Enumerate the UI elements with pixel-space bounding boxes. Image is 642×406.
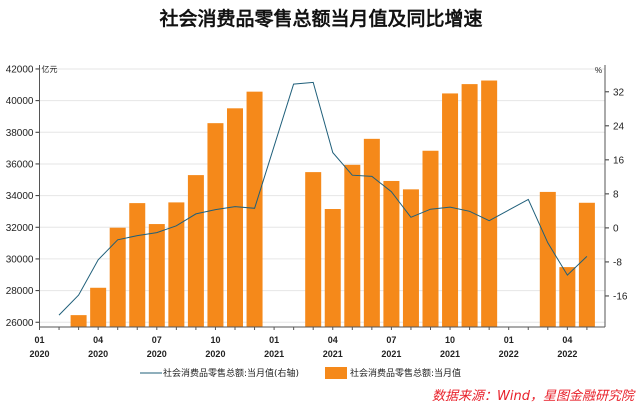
x-tick-label-year: 2021: [440, 349, 460, 359]
bar-2020-08: [168, 202, 185, 327]
x-tick-label-year: 2021: [264, 349, 284, 359]
data-source: 数据来源：Wind，星图金融研究院: [432, 389, 634, 404]
y-right-unit: %: [595, 66, 602, 75]
y-left-tick-label: 38000: [6, 128, 34, 139]
y-left-tick-label: 40000: [6, 96, 34, 107]
bar-2020-05: [109, 227, 126, 327]
growth-line: [58, 81, 588, 316]
legend-line-label: 社会消费品零售总额:当月值(右轴): [163, 367, 299, 379]
bar-2021-10: [442, 93, 459, 327]
bar-2020-12: [246, 91, 263, 328]
x-tick-label-month: 01: [269, 335, 279, 345]
bar-2021-07: [383, 180, 400, 327]
y-right-tick-label: 16: [613, 155, 625, 166]
bar-2020-03: [70, 315, 87, 327]
bar-2022-04: [559, 267, 576, 327]
x-tick-label-month: 01: [504, 335, 514, 345]
bar-2020-06: [129, 203, 146, 327]
bar-2021-06: [363, 138, 380, 327]
bar-2022-05: [578, 202, 595, 327]
y-left-tick-label: 34000: [6, 191, 34, 202]
y-right-tick-label: 0: [613, 223, 619, 234]
y-left-tick-label: 36000: [6, 159, 34, 170]
x-tick-label-year: 2022: [499, 349, 519, 359]
bar-2021-08: [402, 189, 419, 327]
bar-2020-10: [207, 123, 224, 327]
bar-2021-09: [422, 150, 439, 327]
chart-title: 社会消费品零售总额当月值及同比增速: [159, 8, 483, 30]
bar-2020-04: [90, 287, 107, 327]
bar-2021-05: [344, 164, 361, 327]
bar-2022-03: [539, 191, 556, 327]
y-left-unit: 亿元: [42, 64, 58, 74]
bar-2021-11: [461, 84, 478, 328]
x-tick-label-month: 07: [386, 335, 396, 345]
x-tick-label-month: 10: [210, 335, 220, 345]
y-right-tick-label: 8: [613, 189, 619, 200]
x-tick-label-month: 10: [445, 335, 455, 345]
x-tick-label-month: 07: [152, 335, 162, 345]
y-right-tick-label: 32: [613, 87, 625, 98]
x-tick-label-month: 04: [328, 335, 338, 345]
bar-2020-11: [227, 108, 243, 327]
y-left-tick-label: 28000: [6, 286, 34, 297]
y-right-tick-label: -16: [613, 291, 628, 302]
y-left-tick-label: 26000: [6, 318, 34, 329]
y-left-tick-label: 30000: [6, 254, 34, 265]
x-tick-label-year: 2022: [557, 349, 577, 359]
x-tick-label-year: 2020: [205, 349, 225, 359]
bar-2020-07: [148, 224, 165, 327]
x-tick-label-year: 2020: [88, 349, 108, 359]
x-tick-label-year: 2021: [323, 349, 343, 359]
x-tick-label-year: 2020: [147, 349, 167, 359]
x-tick-label-month: 01: [34, 335, 44, 345]
bar-2021-03: [305, 172, 322, 327]
bar-2021-04: [324, 209, 341, 327]
bar-2021-12: [481, 80, 498, 327]
x-tick-label-year: 2021: [381, 349, 401, 359]
y-left-tick-label: 32000: [6, 223, 34, 234]
y-right-tick-label: -8: [613, 257, 622, 268]
bar-2020-09: [187, 175, 204, 327]
x-tick-label-year: 2020: [29, 349, 49, 359]
y-right-tick-label: 24: [613, 121, 625, 132]
legend-bar-label: 社会消费品零售总额:当月值: [350, 367, 461, 379]
x-tick-label-month: 04: [562, 335, 572, 345]
x-tick-label-month: 04: [93, 335, 103, 345]
legend-bar-swatch: [325, 367, 347, 379]
y-left-tick-label: 42000: [6, 64, 34, 75]
